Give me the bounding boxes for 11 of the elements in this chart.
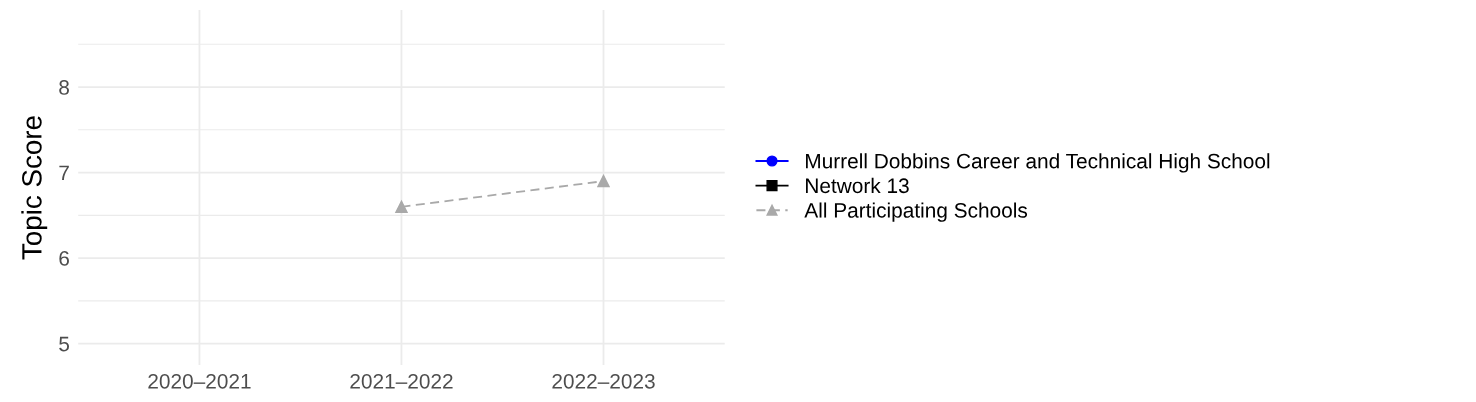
- legend-label: Network 13: [806, 177, 909, 194]
- y-tick-label: 6: [59, 251, 69, 266]
- y-tick-label: 8: [59, 80, 69, 95]
- y-tick-label: 5: [59, 336, 70, 352]
- y-tick-label: 7: [59, 165, 69, 181]
- legend-label: Murrell Dobbins Career and Technical High School: [806, 153, 1270, 173]
- legend-label: All Participating Schools: [804, 202, 1028, 222]
- x-tick-label: 2021–2022: [350, 373, 453, 389]
- y-axis-title: Topic Score: [21, 116, 48, 260]
- x-tick-label: 2020–2021: [148, 373, 251, 389]
- x-tick-label: 2022–2023: [552, 373, 655, 389]
